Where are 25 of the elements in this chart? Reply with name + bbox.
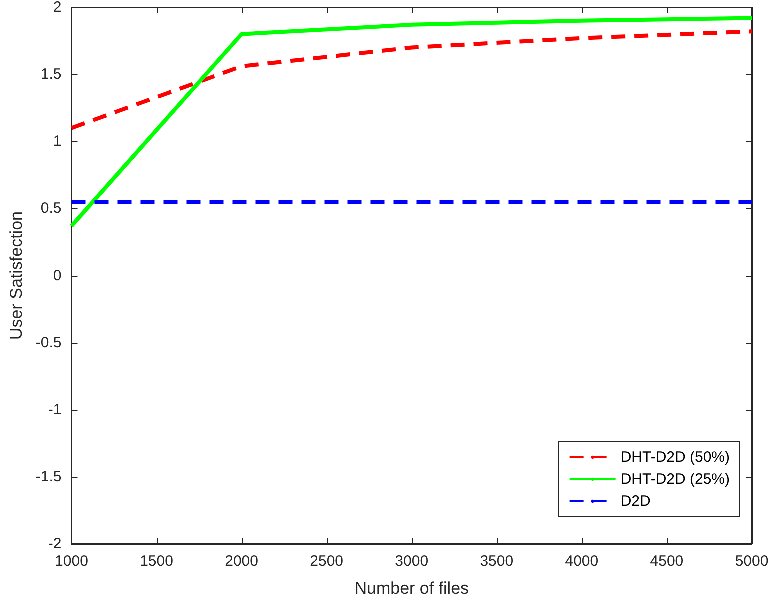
line-series xyxy=(70,30,754,130)
y-axis-title: User Satisfection xyxy=(7,212,26,340)
y-tick-label: 2 xyxy=(53,0,62,16)
x-tick-label: 5000 xyxy=(735,553,769,570)
y-tick-label: -1.5 xyxy=(36,468,62,486)
x-tick-label: 4000 xyxy=(565,553,599,570)
line-series xyxy=(70,16,754,228)
y-tick-label: 1.5 xyxy=(40,66,62,84)
y-tick-label: -0.5 xyxy=(36,334,62,352)
x-tick-label: 3500 xyxy=(480,553,514,570)
legend-label: DHT-D2D (50%) xyxy=(620,449,730,466)
y-tick-label: -2 xyxy=(48,536,62,552)
x-tick-label: 4500 xyxy=(650,553,684,570)
y-tick-label: 0 xyxy=(53,267,62,284)
legend-label: DHT-D2D (25%) xyxy=(620,471,730,488)
x-axis-title: Number of files xyxy=(354,579,470,598)
x-tick-label: 2000 xyxy=(225,553,258,570)
legend-label: D2D xyxy=(620,493,651,510)
y-tick-label: 0.5 xyxy=(40,200,62,218)
x-tick-label: 1000 xyxy=(55,553,88,570)
x-tick-label: 2500 xyxy=(310,553,344,570)
x-tick-label: 3000 xyxy=(395,553,429,570)
y-tick-label: 1 xyxy=(53,133,62,150)
y-tick-label: -1 xyxy=(48,401,62,418)
x-tick-label: 1500 xyxy=(140,553,174,570)
